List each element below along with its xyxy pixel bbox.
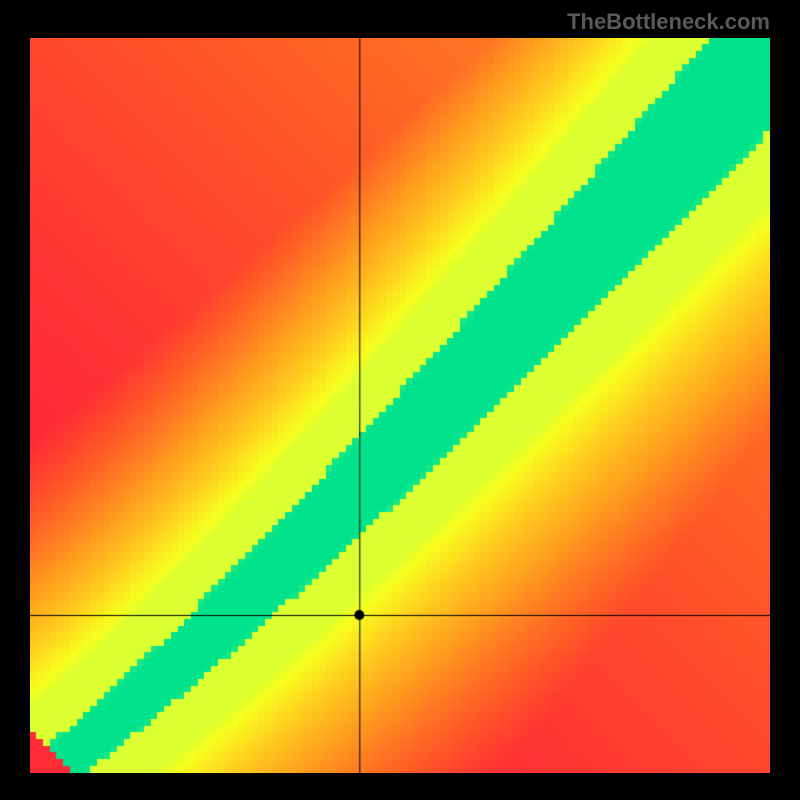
chart-container: TheBottleneck.com (0, 0, 800, 800)
watermark-text: TheBottleneck.com (567, 9, 770, 35)
bottleneck-heatmap (30, 38, 770, 773)
